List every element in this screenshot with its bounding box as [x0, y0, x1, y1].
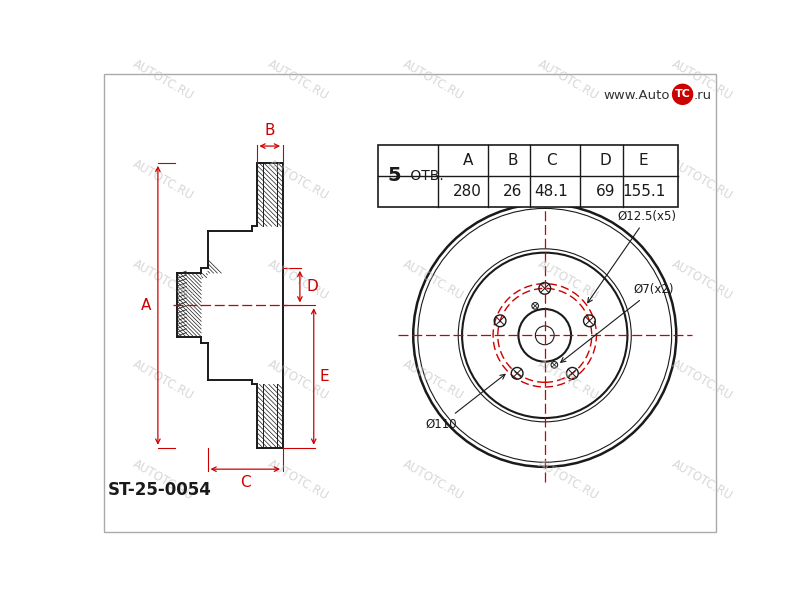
Text: AUTOTC.RU: AUTOTC.RU: [400, 257, 466, 302]
Text: B: B: [265, 124, 275, 139]
Text: AUTOTC.RU: AUTOTC.RU: [535, 57, 601, 103]
Text: AUTOTC.RU: AUTOTC.RU: [266, 358, 331, 403]
Text: C: C: [546, 153, 557, 168]
Text: A: A: [462, 153, 473, 168]
Text: AUTOTC.RU: AUTOTC.RU: [400, 457, 466, 503]
Text: AUTOTC.RU: AUTOTC.RU: [266, 457, 331, 503]
Text: D: D: [599, 153, 611, 168]
Text: ОТВ.: ОТВ.: [406, 169, 444, 183]
Text: .ru: .ru: [694, 89, 711, 102]
Text: AUTOTC.RU: AUTOTC.RU: [400, 157, 466, 202]
Text: 155.1: 155.1: [622, 184, 666, 199]
Text: AUTOTC.RU: AUTOTC.RU: [670, 257, 735, 302]
Text: AUTOTC.RU: AUTOTC.RU: [131, 358, 196, 403]
Text: 69: 69: [595, 184, 615, 199]
Text: E: E: [639, 153, 649, 168]
Bar: [378, 145, 678, 207]
Text: AUTOTC.RU: AUTOTC.RU: [266, 257, 331, 302]
Text: D: D: [306, 279, 318, 294]
Text: 48.1: 48.1: [534, 184, 568, 199]
Text: TC: TC: [674, 89, 690, 100]
Text: A: A: [142, 298, 152, 313]
Text: 26: 26: [503, 184, 522, 199]
Text: 280: 280: [454, 184, 482, 199]
Text: AUTOTC.RU: AUTOTC.RU: [670, 57, 735, 103]
Text: AUTOTC.RU: AUTOTC.RU: [266, 157, 331, 202]
Text: Ø7(x2): Ø7(x2): [561, 283, 674, 362]
Text: AUTOTC.RU: AUTOTC.RU: [535, 358, 601, 403]
Text: AUTOTC.RU: AUTOTC.RU: [131, 57, 196, 103]
Text: AUTOTC.RU: AUTOTC.RU: [535, 257, 601, 302]
Circle shape: [673, 85, 693, 104]
Text: B: B: [507, 153, 518, 168]
Text: AUTOTC.RU: AUTOTC.RU: [670, 157, 735, 202]
Text: www.Auto: www.Auto: [604, 89, 670, 102]
Text: Ø12.5(x5): Ø12.5(x5): [588, 210, 677, 302]
Text: AUTOTC.RU: AUTOTC.RU: [670, 358, 735, 403]
Text: ST-25-0054: ST-25-0054: [108, 481, 212, 499]
Text: Ø110: Ø110: [426, 374, 505, 431]
Text: AUTOTC.RU: AUTOTC.RU: [400, 57, 466, 103]
Text: C: C: [240, 475, 250, 490]
Text: AUTOTC.RU: AUTOTC.RU: [535, 457, 601, 503]
Text: AUTOTC.RU: AUTOTC.RU: [535, 157, 601, 202]
Text: AUTOTC.RU: AUTOTC.RU: [400, 358, 466, 403]
Text: AUTOTC.RU: AUTOTC.RU: [131, 157, 196, 202]
Text: AUTOTC.RU: AUTOTC.RU: [131, 257, 196, 302]
Text: E: E: [320, 369, 330, 384]
Text: 5: 5: [388, 166, 402, 185]
Text: AUTOTC.RU: AUTOTC.RU: [266, 57, 331, 103]
Text: AUTOTC.RU: AUTOTC.RU: [131, 457, 196, 503]
Text: AUTOTC.RU: AUTOTC.RU: [670, 457, 735, 503]
